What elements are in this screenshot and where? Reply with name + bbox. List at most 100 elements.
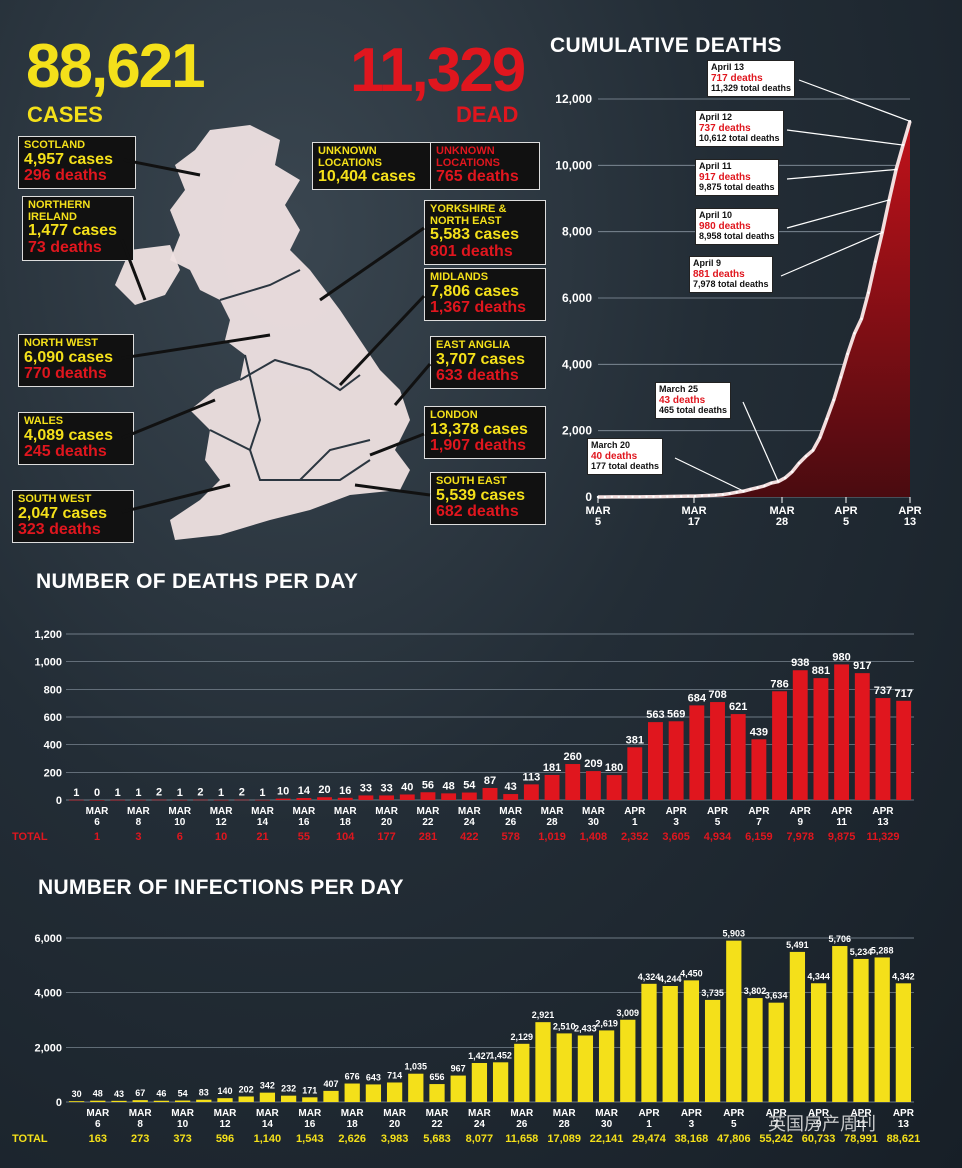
bar-x-tick-day: 8 [137,1119,143,1130]
bar-value-label: 33 [380,782,392,794]
bar-x-tick-day: 16 [298,817,310,828]
bar-value-label: 2,619 [595,1018,618,1028]
bar-x-tick-day: 14 [257,817,269,828]
bar-value-label: 714 [387,1070,402,1080]
bar-value-label: 54 [463,780,476,792]
callout-deaths: 737 deaths [699,122,751,134]
cumulative-callout: April 13 717 deaths 11,329 total deaths [707,60,796,97]
bar-value-label: 3,634 [765,991,788,1001]
bar [132,1100,148,1102]
bar-value-label: 656 [429,1072,444,1082]
cumulative-x-tick-month: MAR [769,505,794,517]
bar-y-tick-label: 2,000 [34,1042,62,1054]
bar-x-tick-month: APR [624,806,646,817]
cumulative-point [624,495,627,499]
border-midlands [244,354,371,481]
bar-y-tick-label: 200 [44,767,62,779]
bar-value-label: 643 [366,1072,381,1082]
bar-x-tick-day: 30 [588,817,600,828]
cumulative-point [652,495,655,498]
callout-total: 465 total deaths [659,404,728,415]
bar-total-value: 8,077 [466,1133,494,1145]
region-name: WALES [24,415,64,427]
unknown-cases-value: 10,404 cases [318,168,416,186]
region-box-north-west: NORTH WEST 6,090 cases 770 deaths [18,334,134,388]
callout-deaths: 40 deaths [591,450,638,462]
cumulative-x-tick-month: MAR [681,505,706,517]
bar-total-value: 11,329 [866,831,899,843]
cumulative-point [610,495,614,499]
callout-total: 7,978 total deaths [693,278,769,289]
cumulative-area [598,121,910,498]
bar-value-label: 5,234 [850,947,873,957]
bar-value-label: 1,452 [489,1050,512,1060]
bar [598,1030,615,1102]
bar [503,794,519,800]
bar-x-tick-month: APR [808,1108,830,1119]
callout-deaths: 980 deaths [699,220,751,232]
unknown-deaths-box: UNKNOWN LOCATIONS 765 deaths [430,142,540,190]
bar-total-value: 4,934 [704,831,732,843]
region-box-scotland: SCOTLAND 4,957 cases 296 deaths [18,136,136,190]
bar-x-tick-day: 13 [898,1119,910,1130]
callout-date: April 9 [693,258,722,268]
cumulative-point [846,352,849,356]
bar-x-tick-day: 1 [646,1119,652,1130]
bar-value-label: 181 [543,762,561,774]
bar-x-tick-day: 7 [756,817,762,828]
bar-x-tick-day: 1 [632,817,638,828]
bar-y-tick-label: 800 [44,684,62,696]
bar-total-value: 55,242 [759,1133,793,1145]
bar-value-label: 569 [667,708,685,720]
region-name: MIDLANDS [430,271,489,283]
cumulative-x-tick-day: 5 [843,516,849,528]
bar [429,1084,445,1102]
bar-x-tick-month: MAR [251,806,275,817]
bar-value-label: 260 [564,751,582,763]
callout-date: April 12 [699,112,733,122]
bar [323,1090,339,1102]
bar [110,799,126,801]
border-south [300,459,371,481]
bar [585,771,601,800]
bar-value-label: 1,427 [468,1051,491,1061]
cumulative-point [874,260,877,263]
bar-total-value: 55 [298,831,310,843]
callout-total: 9,875 total deaths [699,181,775,192]
bar [648,722,663,800]
bar-x-tick-month: MAR [292,806,316,817]
bar [296,798,312,800]
bar-value-label: 2,510 [553,1021,576,1031]
bar [172,799,188,801]
bar-value-label: 83 [199,1088,209,1098]
callout-connector [786,168,897,180]
bar-x-tick-day: 8 [136,817,142,828]
bar [768,1002,784,1102]
bar-x-tick-month: MAR [86,1108,110,1119]
bar-x-tick-month: MAR [383,1108,407,1119]
bar-value-label: 113 [522,771,540,783]
bar [90,1100,106,1102]
bar-x-tick-day: 26 [505,817,517,828]
bar [535,1022,551,1102]
cumulative-point [853,332,856,335]
bar [450,1075,466,1102]
bar-total-value: 22,141 [590,1133,624,1145]
bar [565,764,581,800]
bar [192,799,208,801]
bar-value-label: 938 [791,657,809,669]
bar-value-label: 4,450 [680,968,703,978]
cumulative-point [804,455,808,458]
region-box-east-anglia: EAST ANGLIA 3,707 cases 633 deaths [430,336,546,390]
cumulative-point [811,449,815,452]
bar-value-label: 30 [72,1089,82,1099]
bar [875,698,891,800]
cumulative-x-tick-month: MAR [585,505,610,517]
callout-date: March 25 [659,384,699,394]
region-box-yorkshire: YORKSHIRE & NORTH EAST 5,583 cases 801 d… [424,200,546,265]
callout-date: April 10 [699,210,733,220]
bar-value-label: 14 [298,785,311,797]
bar-x-tick-month: APR [638,1108,660,1119]
bar [151,799,167,801]
